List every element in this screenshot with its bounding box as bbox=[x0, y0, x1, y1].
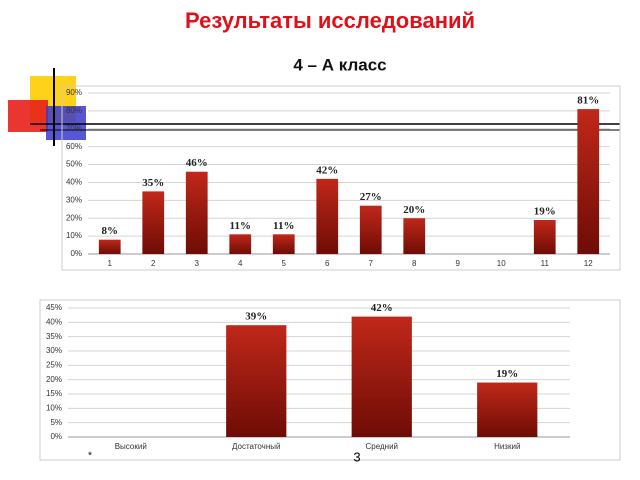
bar bbox=[403, 218, 426, 254]
value-label: 35% bbox=[142, 177, 164, 189]
value-label: 20% bbox=[403, 204, 425, 216]
y-tick-label: 25% bbox=[46, 360, 62, 369]
y-tick-label: 45% bbox=[46, 303, 62, 312]
bar bbox=[351, 316, 412, 437]
footer-mark: * bbox=[88, 451, 92, 462]
page-number: 3 bbox=[353, 449, 360, 464]
x-tick-label: Высокий bbox=[115, 442, 147, 451]
y-tick-label: 60% bbox=[66, 142, 82, 151]
value-label: 11% bbox=[273, 220, 294, 232]
bar bbox=[533, 220, 556, 254]
y-tick-label: 40% bbox=[66, 178, 82, 187]
bar bbox=[316, 178, 339, 254]
x-tick-label: 6 bbox=[325, 259, 330, 268]
y-tick-label: 50% bbox=[66, 160, 82, 169]
chart-frame bbox=[61, 85, 621, 271]
value-label: 19% bbox=[496, 368, 518, 380]
y-tick-label: 70% bbox=[66, 124, 82, 133]
bar bbox=[226, 325, 287, 437]
bar bbox=[477, 382, 538, 437]
bar bbox=[185, 171, 208, 254]
chart-frame bbox=[39, 299, 621, 461]
value-label: 46% bbox=[186, 157, 208, 169]
x-tick-label: Низкий bbox=[494, 442, 520, 451]
y-tick-label: 0% bbox=[70, 249, 82, 258]
value-label: 27% bbox=[360, 191, 382, 203]
slide-title: Результаты исследований bbox=[185, 8, 475, 33]
value-label: 42% bbox=[316, 164, 338, 176]
value-label: 11% bbox=[230, 220, 251, 232]
bar bbox=[142, 191, 165, 254]
decoration bbox=[8, 68, 620, 146]
x-tick-label: 1 bbox=[108, 259, 113, 268]
x-tick-label: 7 bbox=[369, 259, 374, 268]
value-label: 8% bbox=[102, 225, 119, 237]
value-label: 81% bbox=[577, 95, 599, 107]
x-tick-label: 12 bbox=[584, 259, 593, 268]
y-tick-label: 20% bbox=[66, 213, 82, 222]
x-tick-label: 8 bbox=[412, 259, 417, 268]
x-tick-label: Средний bbox=[365, 442, 398, 451]
y-tick-label: 5% bbox=[50, 418, 62, 427]
y-tick-label: 30% bbox=[46, 346, 62, 355]
value-label: 19% bbox=[534, 206, 556, 218]
x-tick-label: 2 bbox=[151, 259, 156, 268]
x-tick-label: 11 bbox=[541, 259, 550, 268]
y-tick-label: 35% bbox=[46, 332, 62, 341]
bar bbox=[577, 109, 600, 254]
y-tick-label: 10% bbox=[66, 231, 82, 240]
x-tick-label: Достаточный bbox=[232, 442, 280, 451]
y-tick-label: 0% bbox=[50, 432, 62, 441]
bar bbox=[272, 234, 295, 254]
bar bbox=[229, 234, 252, 254]
y-tick-label: 40% bbox=[46, 317, 62, 326]
x-tick-label: 3 bbox=[195, 259, 200, 268]
x-tick-label: 10 bbox=[497, 259, 506, 268]
x-tick-label: 4 bbox=[238, 259, 243, 268]
y-tick-label: 30% bbox=[66, 195, 82, 204]
y-tick-label: 15% bbox=[46, 389, 62, 398]
y-tick-label: 80% bbox=[66, 106, 82, 115]
y-tick-label: 90% bbox=[66, 88, 82, 97]
y-tick-label: 20% bbox=[46, 375, 62, 384]
x-tick-label: 5 bbox=[282, 259, 287, 268]
value-label: 39% bbox=[245, 311, 267, 323]
y-tick-label: 10% bbox=[46, 403, 62, 412]
bar bbox=[98, 239, 121, 254]
value-label: 42% bbox=[371, 302, 393, 314]
bar bbox=[359, 205, 382, 254]
x-tick-label: 9 bbox=[456, 259, 461, 268]
slide-subtitle: 4 – А класс bbox=[293, 55, 386, 74]
